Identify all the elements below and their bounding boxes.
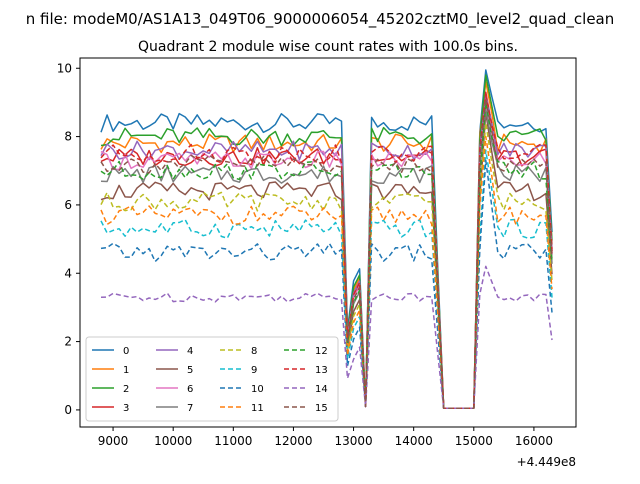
- legend-label-8: 8: [251, 346, 257, 357]
- legend-label-14: 14: [315, 384, 328, 395]
- series-line-15: [100, 98, 553, 409]
- x-tick-label: 12000: [274, 434, 312, 448]
- series-layer: [100, 69, 553, 409]
- series-line-10: [100, 159, 553, 409]
- plot-frame: [79, 57, 577, 428]
- y-tick-label: 0: [64, 403, 72, 417]
- legend-label-10: 10: [251, 384, 264, 395]
- y-axis: 0 2 4 6 8 10: [57, 61, 80, 417]
- legend-label-0: 0: [123, 346, 129, 357]
- legend-label-13: 13: [315, 365, 328, 376]
- y-tick-label: 8: [64, 130, 72, 144]
- x-tick-label: 10000: [154, 434, 192, 448]
- legend-label-1: 1: [123, 365, 129, 376]
- legend-label-6: 6: [187, 384, 193, 395]
- legend-box: [85, 336, 339, 422]
- legend-label-2: 2: [123, 384, 129, 395]
- legend-label-15: 15: [315, 403, 328, 414]
- legend-label-9: 9: [251, 365, 257, 376]
- y-tick-label: 4: [64, 266, 72, 280]
- legend-label-5: 5: [187, 365, 193, 376]
- x-axis: 9000 10000 11000 12000 13000 14000 15000 16000: [98, 427, 553, 448]
- legend-label-11: 11: [251, 403, 264, 414]
- x-offset-label: +4.449e8: [517, 455, 576, 469]
- y-tick-label: 6: [64, 198, 72, 212]
- figure-suptitle: n file: modeM0/AS1A13_049T06_9000006054_…: [26, 10, 615, 29]
- x-tick-label: 13000: [334, 434, 372, 448]
- y-tick-label: 10: [57, 61, 72, 75]
- legend-label-3: 3: [123, 403, 129, 414]
- legend-label-7: 7: [187, 403, 193, 414]
- x-tick-label: 11000: [214, 434, 252, 448]
- x-tick-label: 15000: [455, 434, 493, 448]
- legend-label-4: 4: [187, 346, 193, 357]
- x-tick-label: 14000: [395, 434, 433, 448]
- y-tick-label: 2: [64, 335, 72, 349]
- x-tick-label: 16000: [515, 434, 553, 448]
- legend-label-12: 12: [315, 346, 328, 357]
- series-line-14: [100, 265, 553, 409]
- x-tick-label: 9000: [98, 434, 129, 448]
- chart-title: Quadrant 2 module wise count rates with …: [138, 39, 518, 55]
